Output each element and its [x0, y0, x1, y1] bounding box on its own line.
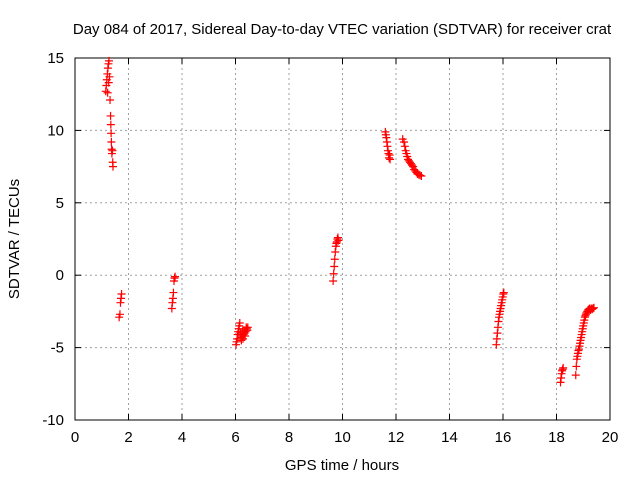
data-point: [417, 172, 426, 181]
data-point: [330, 255, 339, 264]
data-point: [329, 269, 338, 278]
data-point: [169, 288, 178, 297]
x-tick-label: 14: [441, 429, 458, 446]
data-point: [235, 318, 244, 327]
x-axis-label: GPS time / hours: [285, 457, 399, 474]
y-tick-labels: 15 10 5 0 -5 -10: [42, 50, 64, 429]
data-point: [117, 290, 126, 299]
data-point: [408, 161, 417, 170]
data-point: [416, 171, 425, 180]
x-tick-label: 0: [71, 429, 79, 446]
data-point: [329, 276, 338, 285]
data-point: [330, 262, 339, 271]
data-point: [559, 363, 568, 372]
data-point: [589, 303, 598, 312]
grid: [75, 58, 610, 420]
data-point: [400, 142, 409, 151]
data-point: [588, 304, 597, 313]
y-axis-label: SDTVAR / TECUs: [6, 179, 23, 299]
data-point: [588, 305, 597, 314]
x-tick-label: 20: [602, 429, 619, 446]
x-tick-label: 16: [495, 429, 512, 446]
data-point: [108, 162, 117, 171]
data-point: [104, 56, 113, 65]
x-tick-label: 4: [178, 429, 186, 446]
data-points: [101, 56, 598, 387]
data-point: [400, 137, 409, 146]
x-tick-label: 2: [124, 429, 132, 446]
data-point: [386, 155, 395, 164]
y-tick-label: -10: [42, 412, 64, 429]
x-tick-label: 10: [334, 429, 351, 446]
y-tick-label: 10: [47, 122, 64, 139]
data-point: [106, 95, 115, 104]
data-point: [106, 120, 115, 129]
data-point: [106, 111, 115, 120]
y-tick-label: 0: [56, 267, 64, 284]
data-point: [115, 310, 124, 319]
data-point: [171, 272, 180, 281]
x-tick-label: 18: [548, 429, 565, 446]
data-point: [104, 78, 113, 87]
y-tick-label: 5: [56, 195, 64, 212]
data-point: [571, 371, 580, 380]
x-tick-labels: 0 2 4 6 8 10 12 14 16 18 20: [71, 429, 619, 446]
data-point: [243, 323, 252, 332]
chart-title: Day 084 of 2017, Sidereal Day-to-day VTE…: [73, 21, 612, 38]
data-point: [107, 137, 116, 146]
y-tick-label: -5: [51, 340, 64, 357]
x-tick-label: 6: [231, 429, 239, 446]
axis-ticks: [74, 57, 611, 421]
data-point: [334, 236, 343, 245]
data-point: [107, 129, 116, 138]
data-point: [499, 288, 508, 297]
y-tick-label: 15: [47, 50, 64, 67]
x-tick-label: 8: [285, 429, 293, 446]
data-point: [572, 362, 581, 371]
data-point: [108, 146, 117, 155]
x-tick-label: 12: [388, 429, 405, 446]
data-point: [103, 88, 112, 97]
data-point: [105, 72, 114, 81]
